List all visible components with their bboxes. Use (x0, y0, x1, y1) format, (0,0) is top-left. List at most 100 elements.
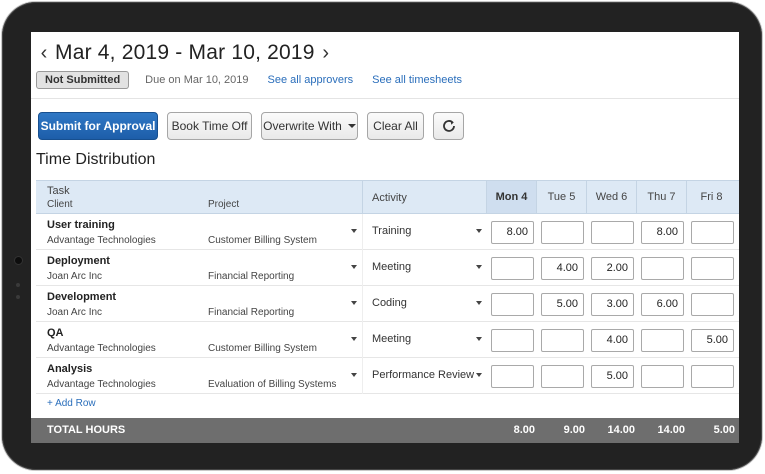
total-value: 14.00 (607, 424, 635, 436)
table-row: Analysis Advantage Technologies Evaluati… (36, 358, 739, 394)
submit-for-approval-button[interactable]: Submit for Approval (38, 112, 158, 140)
hours-input-thu[interactable] (641, 257, 684, 280)
previous-week-icon[interactable]: ‹ (40, 42, 48, 64)
hours-input-fri[interactable] (691, 221, 734, 244)
client-name: Advantage Technologies (47, 343, 156, 354)
task-name: QA (47, 327, 64, 339)
hours-input-wed[interactable]: 5.00 (591, 365, 634, 388)
table-header: Task Client Project Activity Mon 4 Tue 5… (36, 180, 739, 214)
hours-input-mon[interactable] (491, 257, 534, 280)
project-dropdown-icon[interactable] (351, 337, 357, 341)
refresh-icon (442, 120, 455, 132)
activity-select[interactable]: Meeting (372, 261, 412, 273)
hours-input-tue[interactable] (541, 221, 584, 244)
project-name: Customer Billing System (208, 235, 317, 246)
header-day: Fri 8 (686, 181, 736, 213)
column-divider (362, 358, 363, 394)
client-name: Advantage Technologies (47, 235, 156, 246)
activity-select[interactable]: Performance Review (372, 369, 475, 381)
hours-input-mon[interactable] (491, 365, 534, 388)
next-week-icon[interactable]: › (322, 42, 329, 64)
hours-input-thu[interactable]: 8.00 (641, 221, 684, 244)
hours-input-mon[interactable] (491, 293, 534, 316)
total-value: 5.00 (713, 424, 735, 436)
toolbar: Submit for Approval Book Time Off Overwr… (38, 112, 473, 140)
hours-input-thu[interactable] (641, 329, 684, 352)
activity-dropdown-icon[interactable] (476, 373, 482, 377)
hours-input-wed[interactable]: 2.00 (591, 257, 634, 280)
header-day: Mon 4 (486, 181, 536, 213)
divider (31, 98, 739, 99)
header-day: Thu 7 (636, 181, 686, 213)
project-name: Financial Reporting (208, 271, 295, 282)
task-name: Development (47, 291, 117, 303)
hours-input-fri[interactable] (691, 293, 734, 316)
project-dropdown-icon[interactable] (351, 265, 357, 269)
project-dropdown-icon[interactable] (351, 373, 357, 377)
table-row: User training Advantage Technologies Cus… (36, 214, 739, 250)
clear-all-button[interactable]: Clear All (367, 112, 424, 140)
hours-input-thu[interactable] (641, 365, 684, 388)
date-range-title: Mar 4, 2019 - Mar 10, 2019 (55, 41, 315, 64)
sensor-dot-icon (16, 295, 20, 299)
hours-input-fri[interactable] (691, 257, 734, 280)
hours-input-tue[interactable] (541, 365, 584, 388)
header-day: Tue 5 (536, 181, 586, 213)
section-title: Time Distribution (36, 151, 156, 168)
client-name: Advantage Technologies (47, 379, 156, 390)
activity-dropdown-icon[interactable] (476, 301, 482, 305)
hours-input-wed[interactable]: 3.00 (591, 293, 634, 316)
header-activity: Activity (372, 192, 407, 204)
total-value: 14.00 (657, 424, 685, 436)
hours-input-wed[interactable] (591, 221, 634, 244)
activity-dropdown-icon[interactable] (476, 265, 482, 269)
task-name: User training (47, 219, 115, 231)
see-all-timesheets-link[interactable]: See all timesheets (372, 74, 463, 86)
column-divider (362, 322, 363, 358)
project-name: Customer Billing System (208, 343, 317, 354)
header-day: Wed 6 (586, 181, 636, 213)
refresh-button[interactable] (433, 112, 464, 140)
header-project: Project (208, 199, 240, 210)
overwrite-with-dropdown[interactable]: Overwrite With (261, 112, 358, 140)
hours-input-thu[interactable]: 6.00 (641, 293, 684, 316)
hours-input-tue[interactable]: 5.00 (541, 293, 584, 316)
column-divider (362, 286, 363, 322)
client-name: Joan Arc Inc (47, 271, 103, 282)
task-name: Deployment (47, 255, 110, 267)
task-name: Analysis (47, 363, 93, 375)
activity-dropdown-icon[interactable] (476, 337, 482, 341)
project-dropdown-icon[interactable] (351, 301, 357, 305)
add-row-link[interactable]: + Add Row (47, 398, 96, 409)
activity-select[interactable]: Training (372, 225, 412, 237)
hours-input-wed[interactable]: 4.00 (591, 329, 634, 352)
activity-select[interactable]: Meeting (372, 333, 412, 345)
status-badge: Not Submitted (36, 71, 130, 89)
total-hours-label: TOTAL HOURS (47, 424, 126, 436)
table-row: Deployment Joan Arc Inc Financial Report… (36, 250, 739, 286)
hours-input-fri[interactable] (691, 365, 734, 388)
hours-input-tue[interactable]: 4.00 (541, 257, 584, 280)
column-divider (362, 181, 363, 213)
date-navigation: ‹ Mar 4, 2019 - Mar 10, 2019 › (31, 40, 333, 66)
activity-dropdown-icon[interactable] (476, 229, 482, 233)
project-name: Financial Reporting (208, 307, 295, 318)
header-client: Client (47, 199, 73, 210)
overwrite-with-label: Overwrite With (263, 119, 342, 133)
table-row: Development Joan Arc Inc Financial Repor… (36, 286, 739, 322)
project-dropdown-icon[interactable] (351, 229, 357, 233)
hours-input-mon[interactable]: 8.00 (491, 221, 534, 244)
chevron-down-icon (347, 124, 356, 128)
total-value: 9.00 (563, 424, 585, 436)
sensor-dot-icon (16, 283, 20, 287)
hours-input-fri[interactable]: 5.00 (691, 329, 734, 352)
activity-select[interactable]: Coding (372, 297, 407, 309)
project-name: Evaluation of Billing Systems (208, 379, 337, 390)
book-time-off-button[interactable]: Book Time Off (167, 112, 252, 140)
hours-input-mon[interactable] (491, 329, 534, 352)
column-divider (362, 214, 363, 250)
see-all-approvers-link[interactable]: See all approvers (267, 74, 354, 86)
due-date-text: Due on Mar 10, 2019 (145, 74, 249, 86)
hours-input-tue[interactable] (541, 329, 584, 352)
